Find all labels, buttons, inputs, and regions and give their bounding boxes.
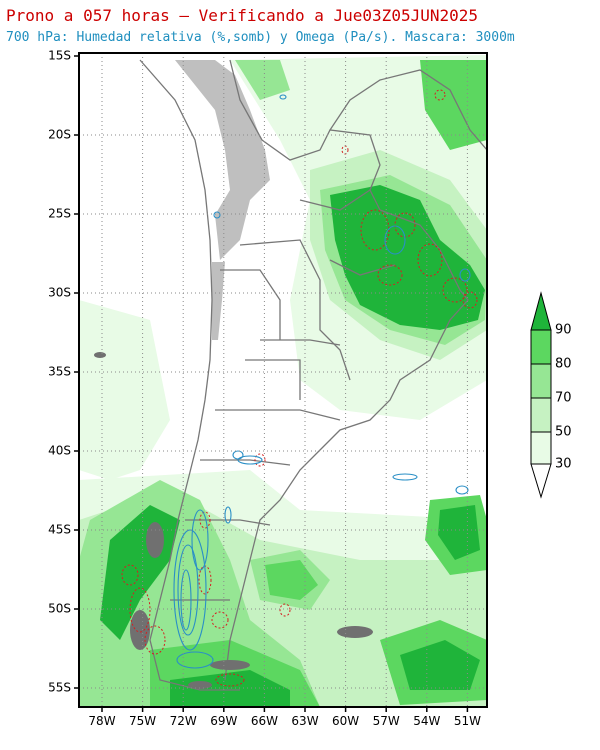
lat-tick-label: 45S (48, 523, 71, 537)
lon-tick-label: 63W (291, 714, 318, 728)
chart-title: Prono a 057 horas — Verificando a Jue03Z… (6, 6, 479, 25)
colorbar-legend: 90 80 70 50 30 (530, 291, 572, 499)
rh-90-northeast (330, 185, 485, 330)
colorbar-label-50: 50 (555, 425, 572, 440)
rh-80-north-top (420, 60, 487, 150)
lon-tick-label: 72W (170, 714, 197, 728)
rh-90-south-coast (170, 670, 290, 707)
lat-tick-label: 15S (48, 49, 71, 63)
lon-tick-label: 57W (373, 714, 400, 728)
rh-90-atlantic-southeast (400, 640, 480, 690)
lat-tick-label: 30S (48, 286, 71, 300)
colorbar-label-80: 80 (555, 357, 572, 372)
terrain-mask-andes-mid (212, 262, 225, 340)
lat-tick-label: 20S (48, 128, 71, 142)
colorbar-swatch-50 (530, 397, 552, 433)
lat-tick-label: 40S (48, 444, 71, 458)
lat-lon-grid (79, 53, 487, 707)
lon-tick-label: 60W (332, 714, 359, 728)
colorbar-bottom-arrow (530, 463, 552, 499)
colorbar-label-70: 70 (555, 391, 572, 406)
lon-tick-label: 54W (413, 714, 440, 728)
map-frame (78, 52, 488, 708)
colorbar-swatch-80 (530, 329, 552, 365)
chart-subtitle: 700 hPa: Humedad relativa (%,somb) y Ome… (6, 30, 515, 45)
colorbar-swatch-70 (530, 363, 552, 399)
lon-tick-label: 78W (88, 714, 115, 728)
colorbar-label-30: 30 (555, 457, 572, 472)
colorbar-swatch-30 (530, 431, 552, 465)
omega-negative-contours (173, 94, 471, 669)
lat-tick-label: 50S (48, 602, 71, 616)
lat-tick-label: 25S (48, 207, 71, 221)
rh-90-atlantic-east (438, 505, 480, 560)
lon-tick-label: 66W (251, 714, 278, 728)
lon-tick-label: 69W (210, 714, 237, 728)
rh-70-north-blob (235, 60, 290, 100)
lat-tick-label: 55S (48, 681, 71, 695)
colorbar-label-90: 90 (555, 323, 572, 338)
map-fill-layer (79, 53, 487, 707)
lon-tick-label: 51W (454, 714, 481, 728)
terrain-mask-andes-north (175, 60, 270, 260)
lat-tick-label: 35S (48, 365, 71, 379)
lon-tick-label: 75W (129, 714, 156, 728)
map-axes: 15S 20S 25S 30S 35S 40S 45S 50S 55S 78W 75W 72W 69W 6… (48, 49, 481, 729)
